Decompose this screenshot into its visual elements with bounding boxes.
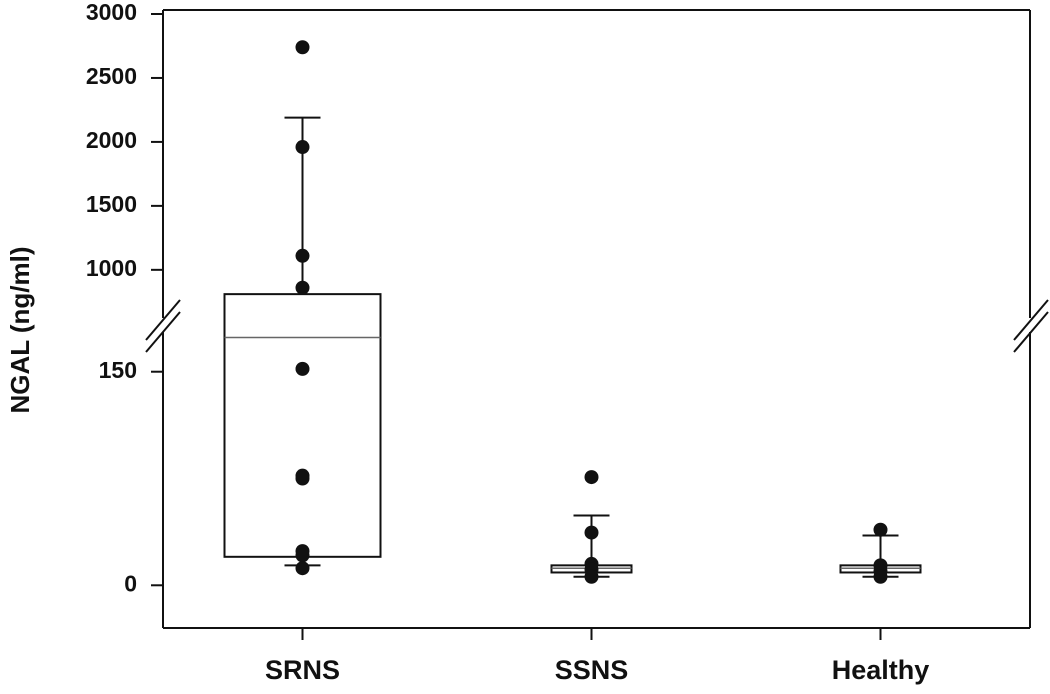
point	[295, 140, 310, 155]
x-tick-label: Healthy	[832, 655, 930, 685]
point	[584, 470, 599, 485]
axis-break	[145, 311, 181, 353]
y-tick-label: 3000	[86, 0, 137, 25]
box	[223, 293, 382, 558]
y-tick-label: 0	[124, 570, 137, 596]
y-tick-label: 1000	[86, 255, 137, 281]
point	[873, 569, 888, 584]
y-tick-label: 150	[99, 357, 137, 383]
y-axis-label: NGAL (ng/ml)	[5, 246, 35, 413]
point	[873, 522, 888, 537]
y-tick-label: 1500	[86, 191, 137, 217]
point	[295, 471, 310, 486]
x-tick-label: SSNS	[555, 655, 629, 685]
axis-break	[1013, 299, 1049, 341]
point	[295, 280, 310, 295]
point	[295, 361, 310, 376]
point	[295, 248, 310, 263]
point	[584, 525, 599, 540]
y-tick-label: 2500	[86, 63, 137, 89]
axis-break	[145, 299, 181, 341]
axis-break	[1013, 311, 1049, 353]
point	[295, 40, 310, 55]
x-tick-label: SRNS	[265, 655, 340, 685]
point	[295, 561, 310, 576]
point	[295, 548, 310, 563]
point	[584, 569, 599, 584]
y-tick-label: 2000	[86, 127, 137, 153]
